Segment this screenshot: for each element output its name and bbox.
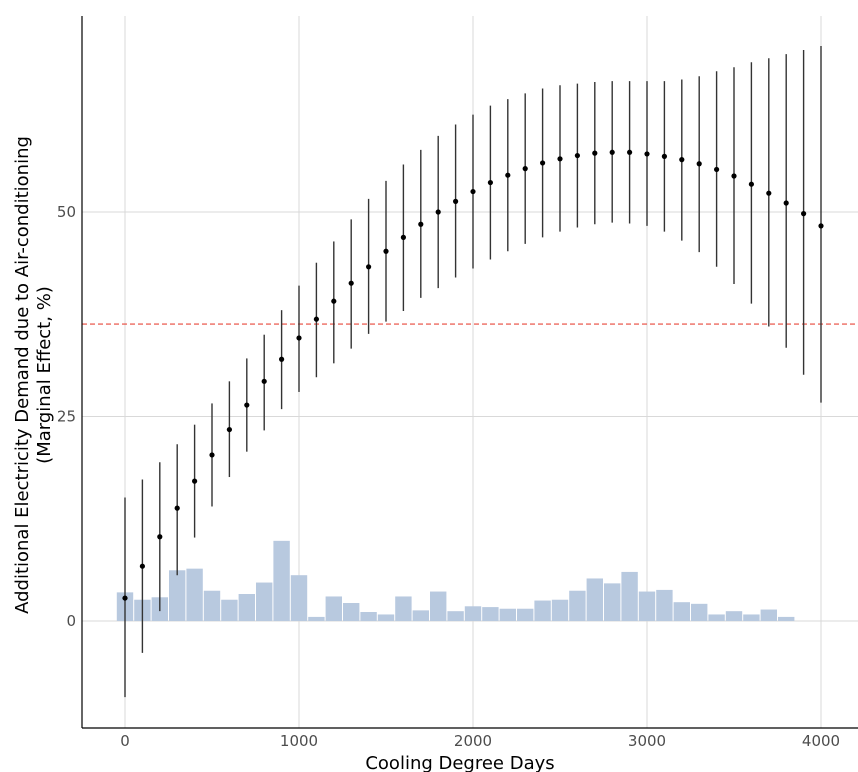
data-point	[714, 166, 720, 173]
data-point	[453, 198, 459, 204]
histogram-bar	[638, 591, 656, 621]
data-point	[522, 166, 528, 172]
data-point	[470, 188, 476, 195]
data-point	[748, 181, 755, 187]
y-axis-title-line1: Additional Electricity Demand due to Air…	[12, 136, 33, 614]
grid-lines	[82, 16, 858, 728]
data-point	[679, 157, 685, 163]
histogram-bar	[708, 614, 725, 621]
data-point	[818, 223, 824, 229]
data-point	[731, 173, 737, 179]
data-point	[766, 190, 772, 196]
data-point	[592, 150, 598, 156]
data-point	[609, 149, 615, 155]
histogram	[116, 540, 795, 621]
histogram-bar	[221, 599, 238, 621]
histogram-bar	[621, 571, 638, 621]
data-point	[435, 209, 441, 215]
error-bars	[124, 45, 822, 698]
data-point	[366, 264, 372, 270]
histogram-bar	[482, 607, 499, 621]
histogram-bar	[534, 600, 551, 621]
data-point	[696, 161, 702, 167]
data-point	[192, 478, 198, 484]
histogram-bar	[517, 608, 534, 621]
data-point	[783, 200, 789, 206]
histogram-bar	[203, 590, 221, 621]
histogram-bar	[499, 608, 516, 621]
data-point	[400, 234, 406, 240]
y-tick-label: 50	[57, 203, 76, 221]
data-point	[244, 402, 250, 408]
data-point	[226, 426, 232, 433]
histogram-bar	[169, 570, 186, 621]
data-point	[313, 316, 319, 322]
y-axis-title-line2: (Marginal Effect, %)	[34, 286, 55, 464]
histogram-bar	[569, 590, 586, 621]
y-axis-title: Additional Electricity Demand due to Air…	[12, 136, 55, 614]
data-point	[174, 505, 180, 511]
histogram-bar	[725, 611, 743, 621]
histogram-bar	[256, 582, 273, 621]
histogram-bar	[186, 568, 203, 621]
histogram-bar	[290, 575, 308, 621]
data-point	[540, 160, 546, 166]
data-point	[331, 298, 337, 304]
x-tick-label: 0	[120, 732, 130, 750]
histogram-bar	[691, 603, 708, 621]
histogram-bar	[325, 596, 342, 621]
data-point	[348, 280, 354, 286]
histogram-bar	[586, 578, 603, 621]
data-point	[557, 156, 563, 162]
x-tick-label: 4000	[802, 732, 840, 750]
y-tick-label: 0	[66, 612, 76, 630]
histogram-bar	[778, 616, 795, 621]
data-point	[279, 356, 285, 362]
data-point	[296, 335, 302, 341]
histogram-bar	[447, 611, 464, 621]
data-point	[487, 179, 493, 186]
histogram-bar	[308, 616, 325, 621]
x-tick-label: 2000	[454, 732, 492, 750]
histogram-bar	[656, 589, 673, 621]
histogram-bar	[604, 583, 621, 621]
y-tick-label: 25	[57, 408, 76, 426]
data-point	[661, 153, 668, 159]
data-point	[139, 563, 145, 569]
data-point	[505, 172, 511, 178]
histogram-bar	[430, 591, 447, 621]
x-tick-label: 3000	[628, 732, 666, 750]
data-point	[261, 378, 267, 384]
data-points	[122, 149, 824, 601]
histogram-bar	[743, 614, 760, 621]
data-point	[209, 452, 215, 458]
histogram-bar	[551, 599, 569, 621]
data-point	[157, 534, 163, 540]
data-point	[383, 248, 389, 254]
data-point	[627, 149, 633, 155]
axes	[81, 16, 858, 729]
histogram-bar	[395, 596, 412, 621]
histogram-bar	[377, 614, 395, 621]
histogram-bar	[412, 610, 429, 621]
x-axis-title: Cooling Degree Days	[365, 753, 554, 772]
histogram-bar	[464, 606, 482, 621]
histogram-bar	[343, 603, 360, 621]
tick-labels: 0 1000 2000 3000 4000 0 25 50	[57, 203, 840, 750]
data-point	[122, 595, 128, 601]
histogram-bar	[673, 602, 690, 621]
histogram-bar	[238, 594, 255, 621]
data-point	[644, 151, 650, 157]
data-point	[574, 152, 581, 159]
histogram-bar	[273, 540, 290, 621]
x-tick-label: 1000	[280, 732, 318, 750]
histogram-bar	[760, 609, 777, 621]
histogram-bar	[360, 612, 377, 621]
data-point	[801, 211, 807, 217]
data-point	[418, 221, 424, 227]
